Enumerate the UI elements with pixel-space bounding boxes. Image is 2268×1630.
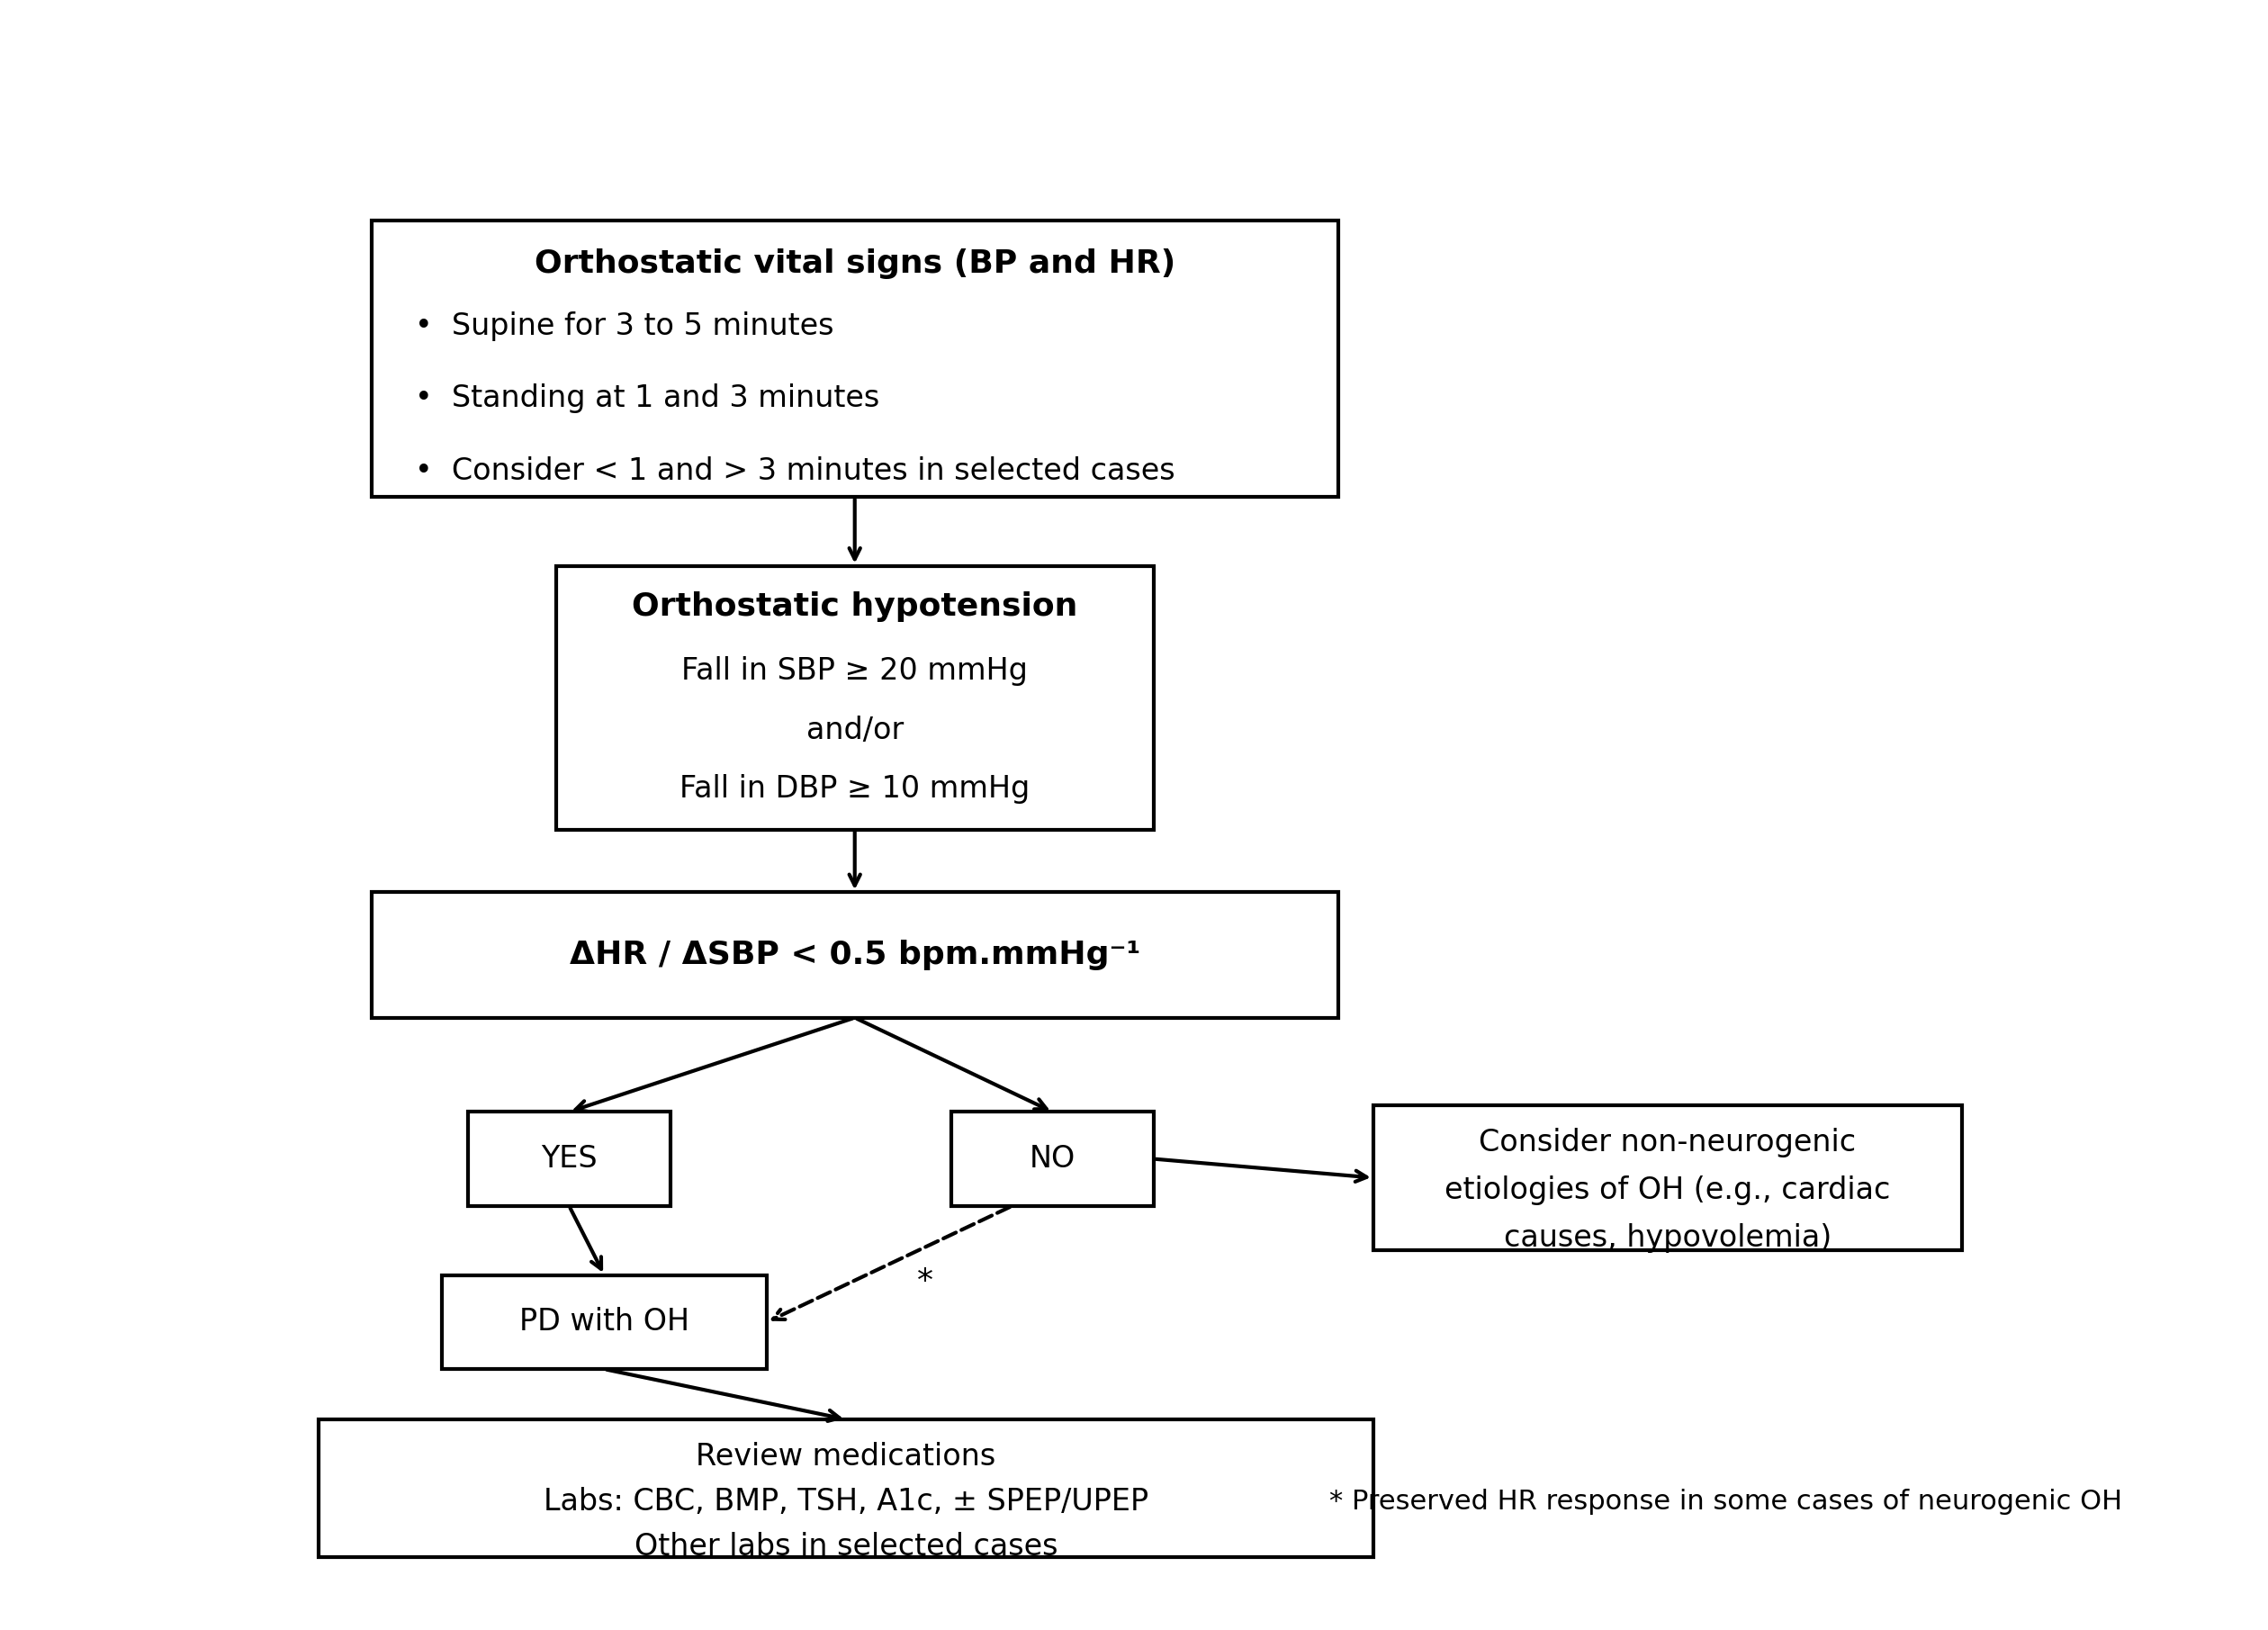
FancyBboxPatch shape [467,1112,671,1206]
Text: Orthostatic vital signs (BP and HR): Orthostatic vital signs (BP and HR) [535,248,1175,279]
Text: Fall in SBP ≥ 20 mmHg: Fall in SBP ≥ 20 mmHg [683,657,1027,686]
Text: etiologies of OH (e.g., cardiac: etiologies of OH (e.g., cardiac [1445,1175,1892,1206]
Text: Labs: CBC, BMP, TSH, A1c, ± SPEP/UPEP: Labs: CBC, BMP, TSH, A1c, ± SPEP/UPEP [544,1487,1148,1518]
Text: and/or: and/or [805,716,903,745]
Text: ΔHR / ΔSBP < 0.5 bpm.mmHg⁻¹: ΔHR / ΔSBP < 0.5 bpm.mmHg⁻¹ [569,939,1141,970]
FancyBboxPatch shape [442,1275,767,1369]
Text: Fall in DBP ≥ 10 mmHg: Fall in DBP ≥ 10 mmHg [680,774,1030,804]
Text: causes, hypovolemia): causes, hypovolemia) [1504,1224,1833,1253]
Text: * Preserved HR response in some cases of neurogenic OH: * Preserved HR response in some cases of… [1329,1488,2123,1514]
FancyBboxPatch shape [556,566,1154,830]
Text: Review medications: Review medications [696,1443,996,1472]
FancyBboxPatch shape [950,1112,1154,1206]
Text: Orthostatic hypotension: Orthostatic hypotension [633,592,1077,621]
Text: •  Consider < 1 and > 3 minutes in selected cases: • Consider < 1 and > 3 minutes in select… [415,456,1175,486]
Text: NO: NO [1030,1144,1075,1174]
Text: YES: YES [542,1144,596,1174]
FancyBboxPatch shape [1372,1105,1962,1250]
Text: *: * [916,1267,932,1296]
FancyBboxPatch shape [372,220,1338,497]
Text: •  Supine for 3 to 5 minutes: • Supine for 3 to 5 minutes [415,311,835,341]
Text: Other labs in selected cases: Other labs in selected cases [635,1532,1057,1562]
FancyBboxPatch shape [372,892,1338,1017]
Text: PD with OH: PD with OH [519,1307,689,1337]
Text: Consider non-neurogenic: Consider non-neurogenic [1479,1128,1855,1157]
Text: •  Standing at 1 and 3 minutes: • Standing at 1 and 3 minutes [415,385,880,414]
FancyBboxPatch shape [318,1420,1372,1557]
